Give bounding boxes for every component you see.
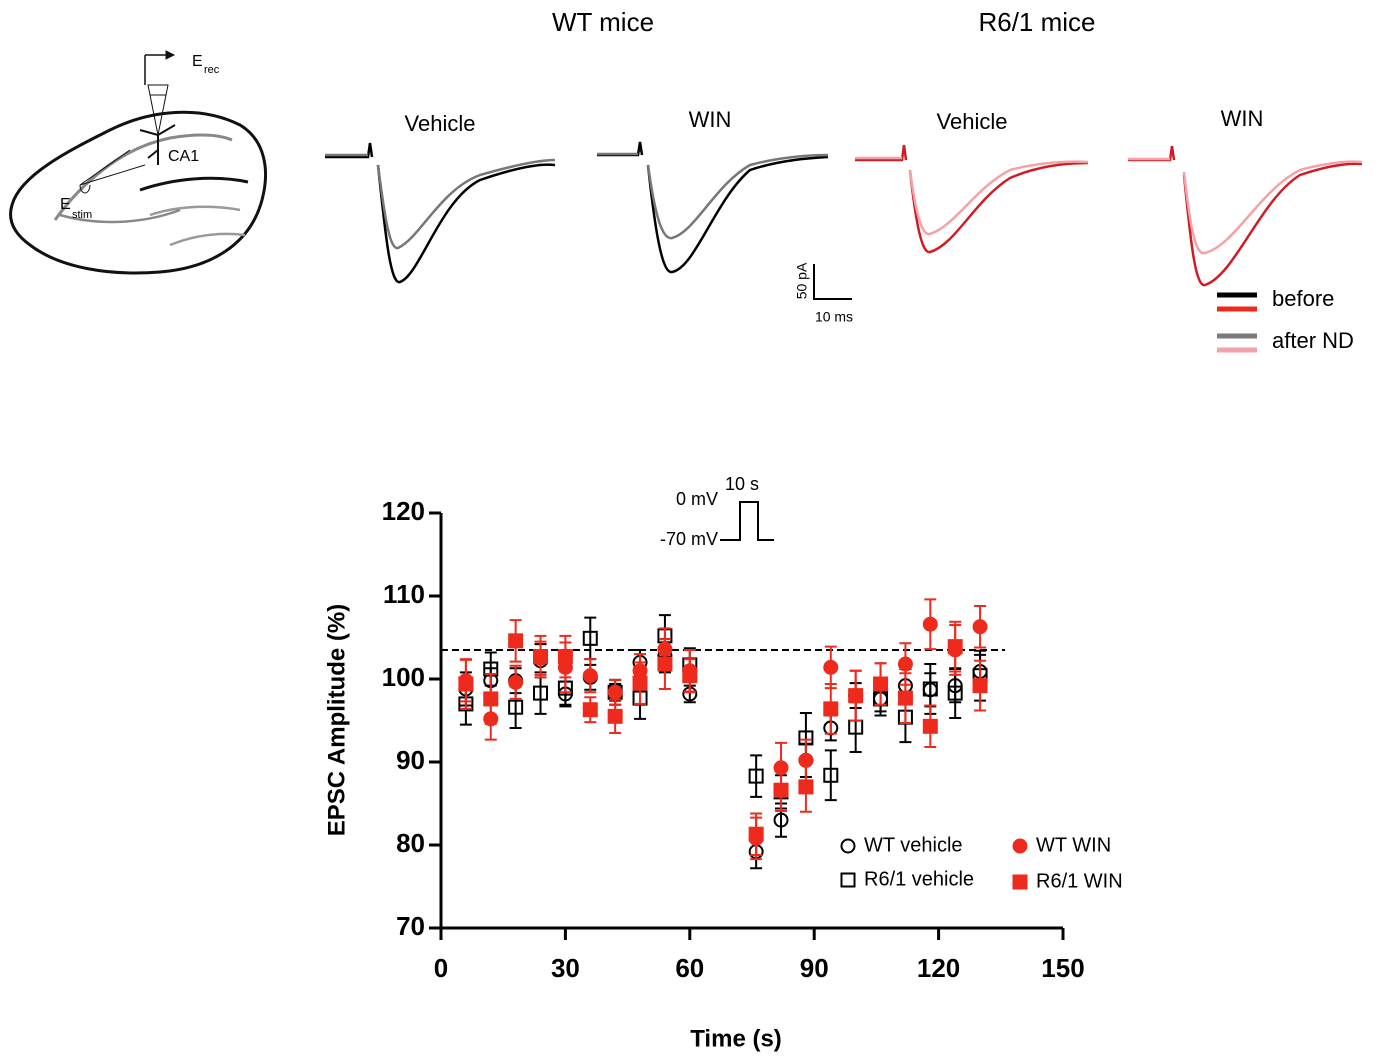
trace-legend-swatches — [1217, 292, 1257, 353]
point — [823, 659, 839, 675]
point — [922, 718, 938, 734]
trace-legend-label: before — [1272, 286, 1334, 311]
legend-marker — [840, 872, 856, 888]
scale-label: 10 ms — [815, 309, 853, 325]
point — [773, 812, 789, 828]
legend-label: WT WIN — [1036, 834, 1111, 856]
y-tick-label: 70 — [396, 911, 425, 941]
y-tick-label: 90 — [396, 745, 425, 775]
y-tick-label: 110 — [383, 579, 425, 609]
x-tick-label: 60 — [675, 953, 704, 983]
group-title: R6/1 mice — [978, 7, 1095, 37]
legend-label: R6/1 vehicle — [864, 868, 974, 890]
point — [748, 768, 764, 784]
point — [748, 826, 764, 842]
point — [483, 691, 499, 707]
point — [897, 690, 913, 706]
y-tick-label: 100 — [382, 662, 425, 692]
point — [972, 678, 988, 694]
point — [607, 708, 623, 724]
point — [682, 668, 698, 684]
inset-label: -70 mV — [660, 529, 718, 549]
trace-label: WIN — [689, 107, 732, 132]
y-tick-label: 80 — [396, 828, 425, 858]
x-tick-label: 90 — [800, 953, 829, 983]
x-tick-label: 150 — [1041, 953, 1084, 983]
diagram-label: E — [192, 53, 203, 70]
scale-label: 50 pA — [794, 262, 810, 299]
point — [922, 681, 938, 697]
error-bar — [750, 754, 763, 798]
point — [533, 649, 549, 665]
point — [458, 676, 474, 692]
y-tick-label: 120 — [382, 496, 425, 526]
inset-label: 10 s — [725, 474, 759, 494]
x-tick-label: 30 — [551, 953, 580, 983]
point — [508, 674, 524, 690]
error-bar — [584, 616, 597, 661]
diagram-label: stim — [72, 209, 92, 221]
point — [798, 779, 814, 795]
inset-protocol — [720, 501, 774, 541]
point — [582, 702, 598, 718]
point — [508, 633, 524, 649]
point — [657, 656, 673, 672]
point — [922, 616, 938, 632]
point — [533, 685, 549, 701]
point — [947, 639, 963, 655]
point — [823, 701, 839, 717]
point — [582, 668, 598, 684]
error-bar — [824, 749, 837, 802]
point — [607, 684, 623, 700]
point — [582, 630, 598, 646]
point — [873, 676, 889, 692]
y-axis-title: EPSC Amplitude (%) — [323, 604, 350, 836]
group-title: WT mice — [552, 7, 654, 37]
traces — [325, 141, 1363, 300]
legend-marker — [1012, 874, 1028, 890]
point — [897, 656, 913, 672]
hippocampus-diagram — [9, 50, 268, 275]
point — [848, 688, 864, 704]
legend-label: R6/1 WIN — [1036, 870, 1123, 892]
x-tick-label: 0 — [434, 953, 448, 983]
diagram-label: CA1 — [168, 148, 199, 165]
point — [557, 649, 573, 665]
point — [632, 675, 648, 691]
legend-marker — [840, 838, 856, 854]
diagram-label: E — [60, 196, 71, 213]
error-bar — [534, 671, 547, 715]
legend-marker — [1012, 838, 1028, 854]
point — [947, 685, 963, 701]
point — [773, 782, 789, 798]
diagram-label: rec — [204, 64, 220, 76]
trace-label: Vehicle — [405, 111, 476, 136]
legend-label: WT vehicle — [864, 834, 963, 856]
inset-label: 0 mV — [676, 489, 718, 509]
trace-label: Vehicle — [937, 109, 1008, 134]
trace-legend-label: after ND — [1272, 328, 1354, 353]
x-axis-title: Time (s) — [690, 1025, 782, 1052]
point — [972, 619, 988, 635]
point — [508, 699, 524, 715]
point — [823, 767, 839, 783]
trace-label: WIN — [1221, 106, 1264, 131]
x-tick-label: 120 — [917, 953, 960, 983]
